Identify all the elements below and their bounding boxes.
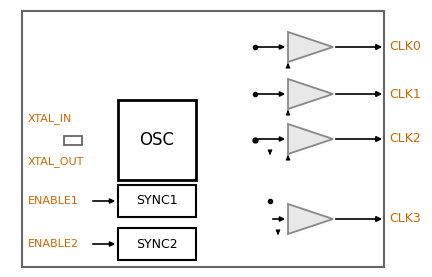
Bar xyxy=(64,135,82,145)
Text: CLK1: CLK1 xyxy=(389,88,421,101)
Polygon shape xyxy=(288,79,333,109)
Bar xyxy=(118,185,196,217)
Text: ENABLE1: ENABLE1 xyxy=(28,196,79,206)
Text: XTAL_OUT: XTAL_OUT xyxy=(28,157,84,167)
Text: ENABLE2: ENABLE2 xyxy=(28,239,79,249)
Text: SYNC2: SYNC2 xyxy=(136,237,178,250)
Bar xyxy=(118,228,196,260)
Bar xyxy=(22,11,384,267)
Text: CLK3: CLK3 xyxy=(389,212,421,225)
Polygon shape xyxy=(288,204,333,234)
Text: CLK0: CLK0 xyxy=(389,40,421,53)
Text: XTAL_IN: XTAL_IN xyxy=(28,112,73,124)
Polygon shape xyxy=(288,32,333,62)
Text: SYNC1: SYNC1 xyxy=(136,194,178,207)
Polygon shape xyxy=(288,124,333,154)
Bar xyxy=(118,100,196,180)
Text: CLK2: CLK2 xyxy=(389,132,421,145)
Text: OSC: OSC xyxy=(140,131,175,149)
